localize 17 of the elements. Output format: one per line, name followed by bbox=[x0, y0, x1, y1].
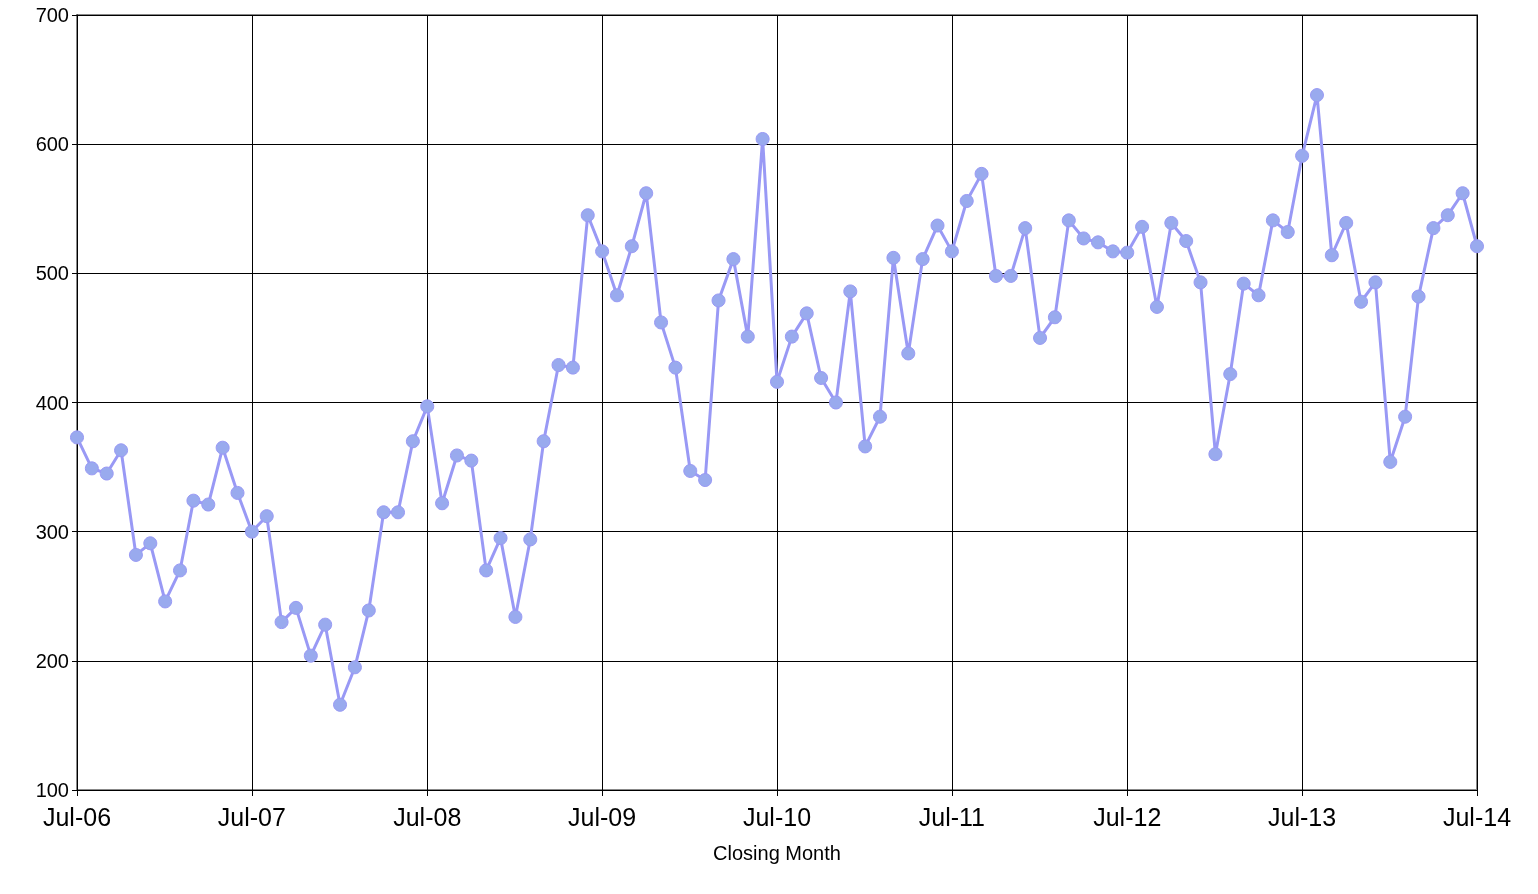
x-tick-label: Jul-07 bbox=[217, 802, 286, 831]
y-tick-label: 700 bbox=[35, 4, 69, 26]
x-tick-label: Jul-14 bbox=[1442, 802, 1512, 831]
y-tick-label: 600 bbox=[35, 133, 69, 156]
x-tick-label: Jul-13 bbox=[1268, 802, 1337, 831]
x-tick-label: Jul-10 bbox=[742, 802, 812, 831]
x-tick-label: Jul-09 bbox=[568, 802, 637, 831]
y-tick-label: 400 bbox=[35, 391, 69, 414]
x-tick-label: Jul-06 bbox=[42, 802, 112, 831]
y-tick-label: 500 bbox=[35, 262, 69, 285]
x-axis-title: Closing Month bbox=[713, 842, 841, 864]
x-tick-label: Jul-11 bbox=[918, 802, 986, 831]
y-tick-label: 100 bbox=[35, 779, 69, 801]
y-tick-label: 200 bbox=[35, 649, 69, 672]
x-tick-label: Jul-08 bbox=[393, 802, 462, 831]
y-tick-label: 300 bbox=[35, 520, 69, 543]
x-tick-label: Jul-12 bbox=[1093, 802, 1162, 831]
